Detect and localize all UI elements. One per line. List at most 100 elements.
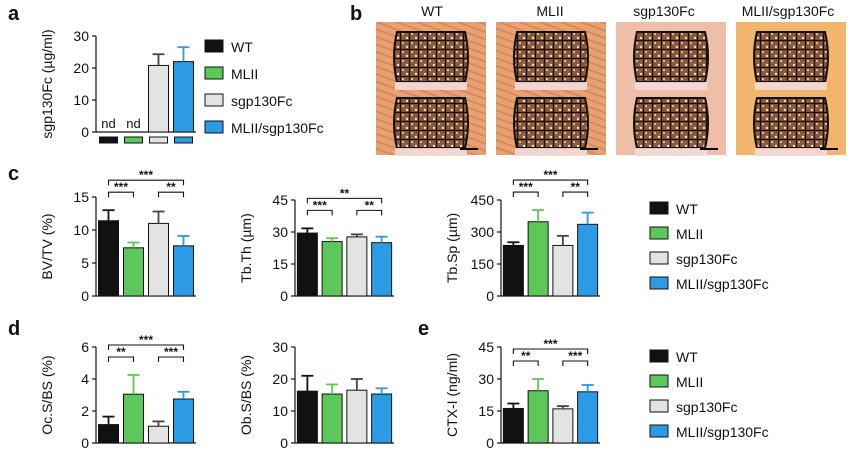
y-tick-label: 30	[478, 371, 494, 387]
significance-bracket	[157, 191, 185, 198]
bar-sgp130fc	[552, 408, 574, 444]
micrograph-wt	[376, 22, 486, 156]
y-tick-label: 20	[272, 371, 288, 387]
legend-swatch-wt	[649, 349, 669, 363]
significance-bracket	[107, 356, 135, 362]
y-tick-label: 10	[272, 403, 288, 419]
bar-wt	[98, 424, 119, 444]
panel-label-c: c	[8, 163, 19, 185]
significance-bracket	[107, 191, 135, 198]
legend-de: WT MLII sgp130Fc MLII/sgp130Fc	[649, 349, 769, 440]
legend-label-wt: WT	[231, 39, 253, 55]
y-tick-label: 15	[73, 189, 89, 205]
micrograph-header-mlii: MLII	[536, 3, 563, 19]
panel-label-d: d	[8, 318, 20, 340]
y-tick-label: 30	[272, 339, 288, 355]
legend-swatch-sgp130fc	[649, 399, 669, 413]
y-axis-label: Oc.S/BS (%)	[39, 355, 55, 434]
legend-label-wt: WT	[676, 201, 698, 217]
bar-sgp130fc	[346, 236, 368, 297]
chart-d2: 0 10 20 30 Ob.S/BS (%)	[238, 339, 394, 451]
legend-label-sgp130fc: sgp130Fc	[676, 251, 737, 267]
y-axis-label: Ob.S/BS (%)	[238, 355, 254, 435]
bar-mlii-sgp130fc	[577, 391, 599, 444]
significance-bracket	[562, 191, 589, 198]
panel-label-e: e	[418, 318, 429, 340]
y-tick-label: 450	[471, 192, 495, 208]
significance-label: ***	[543, 168, 557, 182]
bar-wt	[502, 407, 524, 444]
legend-swatch-wt	[649, 201, 669, 215]
legend-label-mlii: MLII	[676, 374, 703, 390]
y-tick-label: 0	[486, 435, 494, 451]
y-tick-label: 0	[280, 288, 288, 304]
bar-base-mlii-sgp130fc	[174, 136, 193, 144]
bar-mlii	[527, 221, 549, 297]
legend-label-sgp130fc: sgp130Fc	[231, 93, 292, 109]
legend-a: WT MLII sgp130Fc MLII/sgp130Fc	[204, 39, 324, 136]
micrograph-panel	[376, 22, 846, 156]
panel-label-b: b	[350, 3, 362, 25]
legend-swatch-mlii	[204, 66, 224, 80]
y-axis-label: sgp130Fc (µg/ml)	[39, 29, 55, 138]
y-tick-label: 10	[73, 222, 89, 238]
bar-base-sgp130fc	[149, 136, 168, 144]
significance-bracket	[512, 348, 589, 354]
significance-label: ***	[568, 349, 582, 363]
bar-mlii	[123, 393, 144, 444]
bar-mlii-sgp130fc	[173, 61, 194, 133]
legend-swatch-wt	[204, 39, 224, 53]
significance-label: ***	[164, 345, 178, 359]
y-tick-label: 30	[272, 224, 288, 240]
micrograph-mlii-sgp130fc	[736, 22, 846, 156]
bar-mlii	[123, 247, 144, 297]
y-tick-label: 30	[73, 28, 89, 44]
y-tick-label: 0	[280, 435, 288, 451]
micrograph-header-sgp130fc: sgp130Fc	[633, 3, 694, 19]
data-label-nd: nd	[126, 116, 140, 131]
legend-swatch-mlii	[649, 374, 669, 388]
legend-label-mlii-sgp130fc: MLII/sgp130Fc	[231, 120, 324, 136]
significance-bracket	[107, 344, 185, 350]
bar-mlii	[321, 393, 343, 444]
bar-mlii-sgp130fc	[577, 223, 599, 297]
bar-sgp130fc	[148, 425, 169, 444]
bar-mlii-sgp130fc	[173, 398, 194, 444]
bar-wt	[98, 220, 119, 297]
significance-label: **	[340, 186, 350, 200]
y-tick-label: 10	[73, 92, 89, 108]
bar-mlii	[124, 136, 143, 144]
significance-bracket	[306, 209, 333, 216]
panel-label-a: a	[8, 3, 20, 25]
micrograph-header-wt: WT	[421, 3, 443, 19]
y-tick-label: 2	[81, 403, 89, 419]
y-axis-label: Tb.Th (µm)	[238, 213, 254, 283]
chart-a: 0 10 20 30 sgp130Fc (µg/ml) nd nd	[39, 28, 196, 144]
bar-wt	[502, 244, 524, 297]
bar-mlii-sgp130fc	[371, 242, 393, 297]
y-axis-label: CTX-I (ng/ml)	[444, 353, 460, 437]
y-axis-label: Tb.Sp (µm)	[444, 213, 460, 283]
significance-label: **	[365, 198, 375, 212]
bar-mlii	[321, 241, 343, 297]
y-tick-label: 20	[73, 60, 89, 76]
bar-sgp130fc	[346, 389, 368, 444]
y-tick-label: 0	[81, 435, 89, 451]
significance-label: ***	[139, 168, 153, 182]
bar-sgp130fc	[552, 244, 574, 297]
y-tick-label: 15	[478, 403, 494, 419]
significance-bracket	[356, 209, 383, 216]
significance-bracket	[157, 356, 185, 362]
bar-mlii-sgp130fc	[371, 393, 393, 444]
significance-bracket	[512, 360, 539, 366]
significance-label: ***	[114, 180, 128, 194]
micrograph-mlii	[496, 22, 606, 156]
legend-label-mlii-sgp130fc: MLII/sgp130Fc	[676, 276, 769, 292]
legend-swatch-mlii-sgp130fc	[649, 424, 669, 438]
significance-label: ***	[313, 198, 327, 212]
significance-bracket	[306, 197, 383, 204]
y-tick-label: 0	[81, 124, 89, 140]
